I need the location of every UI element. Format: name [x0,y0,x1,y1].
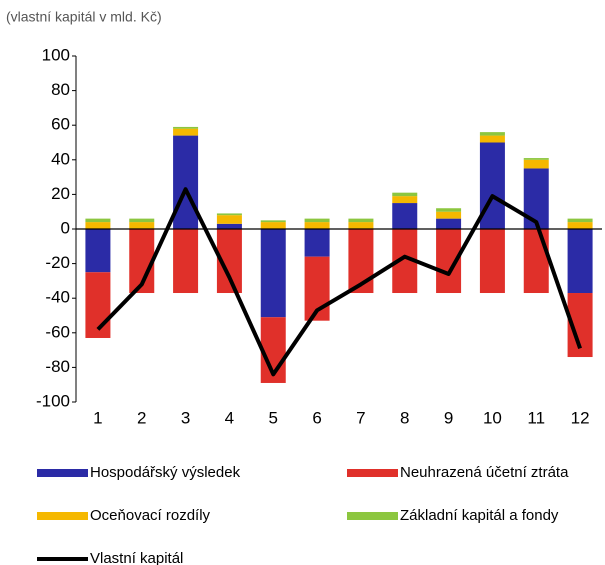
y-tick-label: 80 [51,80,70,99]
bar-segment [173,135,199,229]
bar-segment [304,229,330,257]
y-tick-label: 40 [51,149,70,168]
legend-label: Oceňovací rozdíly [90,507,211,524]
bar-segment [85,229,111,273]
y-tick-label: -100 [36,391,70,410]
y-tick-label: -40 [45,288,70,307]
bar-segment [216,213,242,216]
x-tick-label: 1 [93,408,102,427]
bar-segment [436,208,462,212]
bar-segment [129,222,155,229]
x-tick-label: 11 [527,408,545,427]
y-tick-label: -20 [45,253,70,272]
x-tick-label: 5 [269,408,278,427]
y-tick-label: -80 [45,357,70,376]
bar-segment [348,218,374,223]
bar-segment [260,222,286,229]
bar-segment [567,222,593,229]
x-tick-label: 4 [225,408,234,427]
y-tick-label: -60 [45,322,70,341]
bar-segment [216,215,242,224]
bar-segment [479,132,505,136]
legend-swatch [37,469,88,477]
bar-segment [85,218,111,223]
x-tick-label: 12 [571,408,590,427]
bar-segment [173,126,199,129]
y-tick-label: 100 [42,45,70,64]
bar-segment [392,203,418,229]
y-tick-label: 60 [51,115,70,134]
bar-segment [304,222,330,229]
bar-segment [304,218,330,223]
legend-label: Základní kapitál a fondy [400,507,559,524]
bar-segment [479,229,505,294]
bar-segment [129,218,155,223]
chart-title: (vlastní kapitál v mld. Kč) [6,9,162,25]
legend-label: Vlastní kapitál [90,550,183,565]
bar-segment [173,128,199,136]
bar-segment [479,142,505,229]
x-tick-label: 9 [444,408,453,427]
bar-segment [567,218,593,223]
x-tick-label: 7 [356,408,365,427]
legend-swatch [347,469,398,477]
bar-segment [567,229,593,294]
bar-segment [85,222,111,229]
bar-segment [523,159,549,169]
bar-segment [523,158,549,160]
bar-segment [260,229,286,318]
bar-segment [523,229,549,294]
bar-segment [436,218,462,229]
bar-segment [392,192,418,197]
x-tick-label: 3 [181,408,190,427]
bar-segment [173,229,199,294]
bar-segment [392,196,418,204]
x-tick-label: 10 [483,408,502,427]
legend-label: Neuhrazená účetní ztráta [400,464,569,481]
x-tick-label: 2 [137,408,146,427]
bar-segment [436,211,462,219]
legend-swatch [347,512,398,520]
bar-segment [348,222,374,229]
y-tick-label: 0 [61,218,70,237]
legend-label: Hospodářský výsledek [90,464,241,481]
y-tick-label: 20 [51,184,70,203]
line [96,187,582,377]
bar-segment [260,220,286,223]
x-tick-label: 8 [400,408,409,427]
bar-segment [216,223,242,229]
bar-segment [479,135,505,143]
x-tick-label: 6 [312,408,321,427]
legend-swatch [37,512,88,520]
